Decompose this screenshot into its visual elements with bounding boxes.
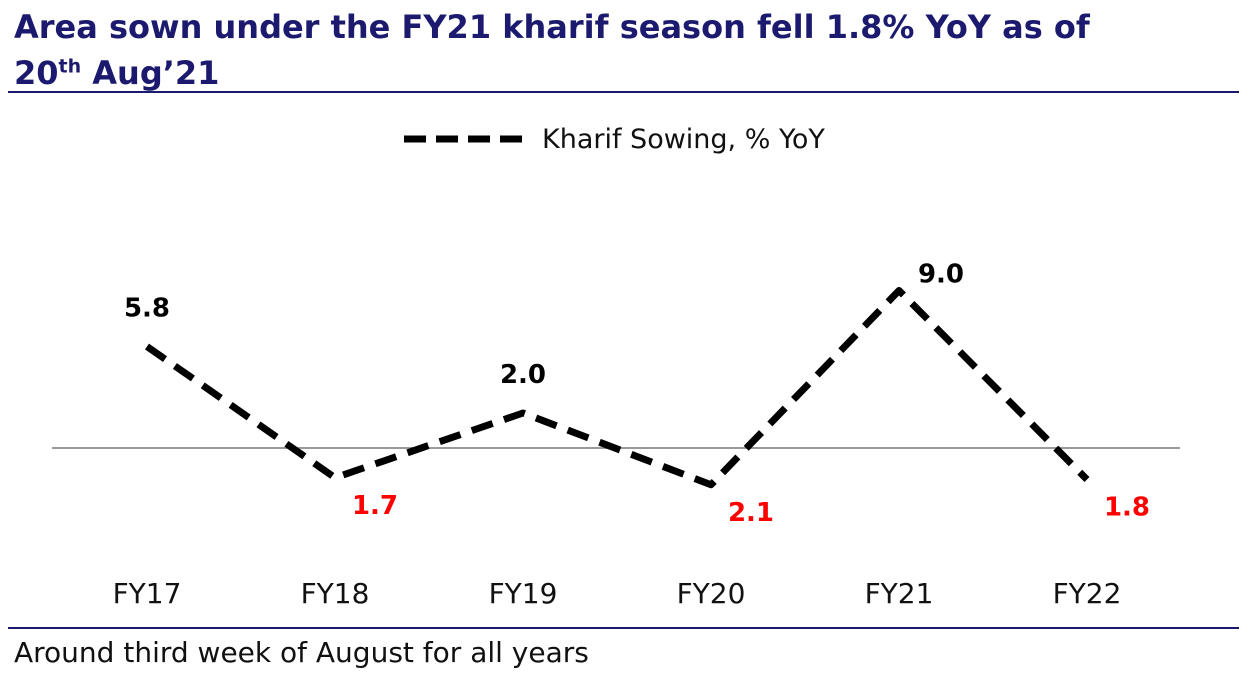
title-day: 20 <box>14 54 59 92</box>
data-label-fy18: 1.7 <box>352 491 398 521</box>
legend: Kharif Sowing, % YoY <box>404 124 825 155</box>
x-tick-label-fy19: FY19 <box>489 577 558 610</box>
title-superscript: th <box>58 55 82 78</box>
chart-title: Area sown under the FY21 kharif season f… <box>14 4 1234 96</box>
data-label-fy20: 2.1 <box>728 498 774 528</box>
data-label-fy17: 5.8 <box>124 294 170 324</box>
x-tick-label-fy20: FY20 <box>677 577 746 610</box>
x-axis-ticks: FY17 FY18 FY19 FY20 FY21 FY22 <box>113 577 1122 610</box>
title-divider <box>8 91 1239 93</box>
data-label-fy21: 9.0 <box>918 260 964 290</box>
x-tick-label-fy18: FY18 <box>301 577 370 610</box>
footnote: Around third week of August for all year… <box>14 636 589 669</box>
data-points: 5.8 1.7 2.0 2.1 9.0 1.8 <box>124 260 1150 528</box>
line-chart: Kharif Sowing, % YoY 5.81.72.02.19.01.8 … <box>52 124 1180 610</box>
data-label-fy22: 1.8 <box>1104 493 1150 523</box>
title-main: Area sown under the FY21 kharif season f… <box>14 8 1090 46</box>
x-tick-label-fy22: FY22 <box>1053 577 1122 610</box>
x-tick-label-fy17: FY17 <box>113 577 182 610</box>
x-tick-label-fy21: FY21 <box>865 577 934 610</box>
footer-divider <box>8 627 1239 629</box>
series-line-kharif-sowing <box>144 287 1090 489</box>
legend-label: Kharif Sowing, % YoY <box>542 124 825 155</box>
data-label-fy19: 2.0 <box>500 360 546 390</box>
title-rest: Aug’21 <box>81 54 220 92</box>
